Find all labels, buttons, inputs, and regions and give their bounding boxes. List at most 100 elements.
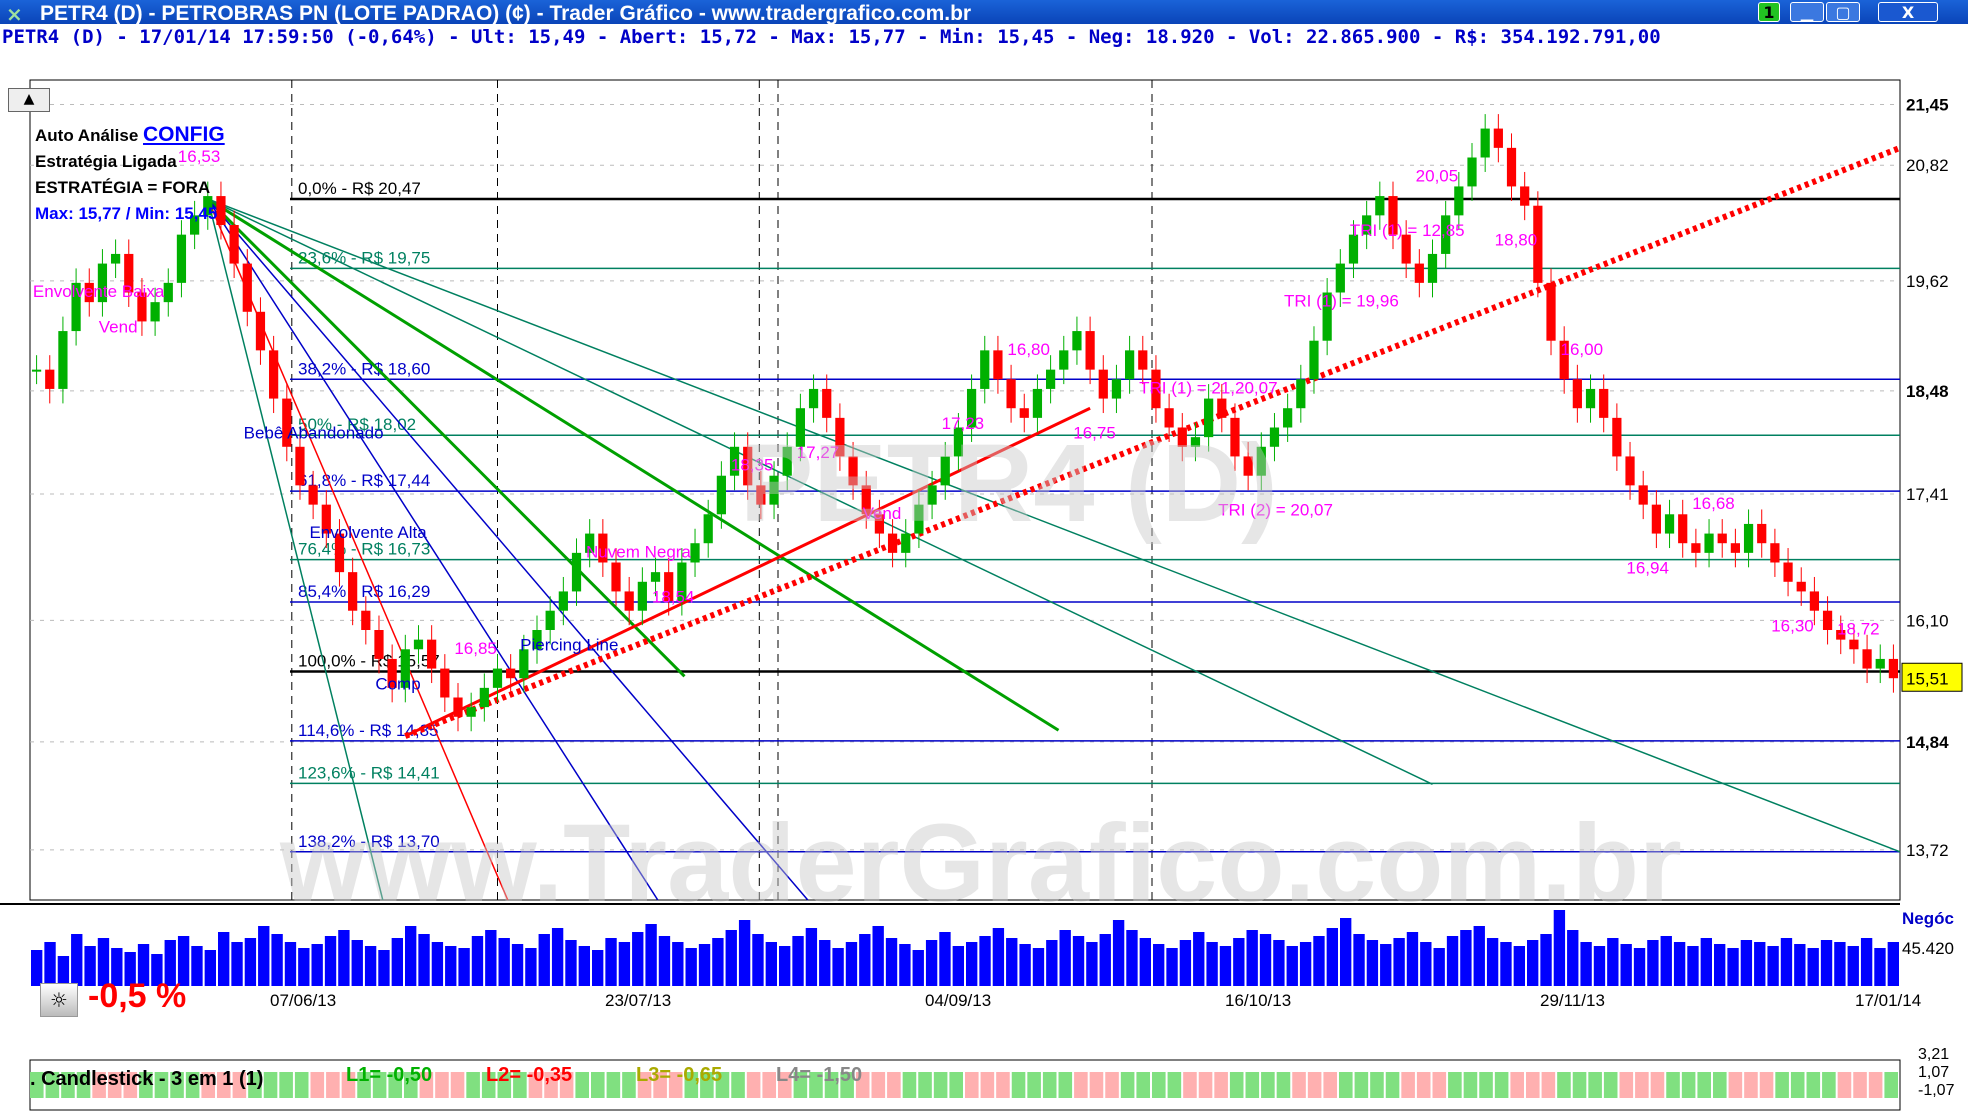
indicator-bar bbox=[1339, 1072, 1353, 1098]
volume-bar bbox=[618, 942, 631, 986]
candle-body bbox=[1822, 610, 1833, 630]
candle-body bbox=[703, 514, 713, 544]
indicator-bar bbox=[1323, 1072, 1337, 1098]
volume-bar bbox=[258, 926, 270, 986]
candle-body bbox=[1164, 408, 1174, 428]
candle-body bbox=[400, 649, 410, 688]
indicator-bar bbox=[388, 1072, 402, 1098]
indicator-bar bbox=[263, 1072, 278, 1098]
lamp-icon[interactable]: ☼ bbox=[40, 983, 78, 1017]
indicator-bar bbox=[1744, 1072, 1758, 1098]
indicator-bar bbox=[497, 1072, 512, 1098]
candle-body bbox=[743, 446, 753, 486]
volume-bar bbox=[311, 944, 323, 986]
candle-body bbox=[1204, 398, 1214, 438]
candle-body bbox=[901, 533, 911, 553]
candle-body bbox=[1217, 398, 1227, 418]
volume-bar bbox=[578, 946, 590, 986]
volume-bar bbox=[445, 946, 457, 986]
volume-bar bbox=[324, 936, 337, 986]
indicator-bar bbox=[1697, 1072, 1711, 1098]
volume-bar bbox=[698, 944, 711, 986]
indicator-bar bbox=[1089, 1072, 1104, 1098]
candle-body bbox=[1283, 408, 1293, 428]
volume-bar bbox=[1299, 942, 1312, 986]
candle-body bbox=[887, 533, 898, 553]
indicator-bar bbox=[840, 1072, 854, 1098]
volume-bar bbox=[1673, 942, 1686, 986]
performance-value: -0,5 % bbox=[88, 977, 187, 1015]
volume-bar bbox=[431, 942, 444, 986]
candle-body bbox=[874, 514, 885, 534]
volume-bars bbox=[31, 910, 1899, 986]
candle-body bbox=[664, 572, 674, 602]
volume-bar bbox=[31, 950, 43, 986]
candle-body bbox=[308, 485, 318, 505]
volume-bar bbox=[191, 946, 203, 986]
candle-body bbox=[1625, 456, 1635, 486]
window-badge-button[interactable]: 1 bbox=[1758, 2, 1780, 22]
volume-bar bbox=[1740, 940, 1753, 986]
collapse-panel-button[interactable]: ▲ bbox=[8, 88, 50, 112]
close-button[interactable]: X bbox=[1878, 2, 1938, 22]
pattern-annotation: TRI (1) = 21,20,07 bbox=[1139, 379, 1277, 398]
candle-body bbox=[1875, 658, 1885, 669]
last-price-label: 15,51 bbox=[1906, 669, 1949, 688]
volume-bar bbox=[805, 928, 818, 986]
price-tick-label: 13,72 bbox=[1906, 841, 1949, 860]
volume-bar bbox=[819, 940, 831, 986]
volume-bar bbox=[712, 938, 724, 986]
volume-bar bbox=[1700, 938, 1712, 986]
price-chart[interactable]: 21,45 20,82 19,62 18,48 17,41 16,10 14,84 13,72… bbox=[0, 48, 1968, 1113]
volume-bar bbox=[939, 932, 951, 986]
candle-body bbox=[1743, 523, 1754, 553]
indicator-bar bbox=[1058, 1072, 1073, 1098]
volume-bar bbox=[605, 938, 617, 986]
indicator-bar bbox=[1884, 1072, 1898, 1098]
volume-bar bbox=[1099, 934, 1111, 986]
volume-bar bbox=[111, 948, 123, 986]
volume-bar bbox=[1433, 948, 1445, 986]
config-link[interactable]: CONFIG bbox=[143, 123, 225, 146]
indicator-l2: L2= -0,35 bbox=[486, 1064, 573, 1086]
candle-body bbox=[1783, 562, 1793, 582]
indicator-bar bbox=[544, 1072, 558, 1098]
candle-body bbox=[598, 533, 608, 563]
candle-body bbox=[1098, 369, 1108, 399]
indicator-bar bbox=[1666, 1072, 1680, 1098]
volume-tick-label: 45.420 bbox=[1902, 939, 1954, 958]
volume-bar bbox=[1847, 946, 1859, 986]
pattern-annotation: 16,30 bbox=[1771, 616, 1814, 635]
candle-body bbox=[1085, 331, 1095, 370]
volume-bar bbox=[899, 944, 911, 986]
indicator-bar bbox=[731, 1072, 745, 1098]
volume-bar bbox=[1580, 942, 1592, 986]
volume-bar bbox=[1727, 948, 1739, 986]
volume-bar bbox=[1206, 942, 1218, 986]
volume-bar bbox=[71, 934, 83, 986]
candle-body bbox=[137, 292, 147, 322]
volume-bar bbox=[151, 954, 163, 986]
minimize-button[interactable]: ▁ bbox=[1790, 2, 1824, 22]
maximize-button[interactable]: ▢ bbox=[1826, 2, 1860, 22]
candle-body bbox=[1072, 331, 1082, 351]
candle-body bbox=[822, 388, 832, 418]
candle-body bbox=[650, 572, 661, 582]
indicator-bar bbox=[1572, 1072, 1587, 1098]
candle-body bbox=[282, 398, 292, 447]
candle-body bbox=[1322, 292, 1332, 341]
volume-bar bbox=[1780, 938, 1793, 986]
volume-bar bbox=[565, 940, 577, 986]
candle-body bbox=[1612, 417, 1622, 457]
title-bar[interactable]: ⨯ PETR4 (D) - PETROBRAS PN (LOTE PADRAO)… bbox=[0, 0, 1968, 26]
candle-body bbox=[1770, 543, 1780, 563]
candle-body bbox=[1375, 196, 1385, 216]
indicator-bar bbox=[372, 1072, 387, 1098]
indicator-bar bbox=[1027, 1072, 1041, 1098]
indicator-bar bbox=[107, 1072, 122, 1098]
indicator-name[interactable]: . Candlestick - 3 em 1 (1) bbox=[30, 1068, 264, 1090]
candle-body bbox=[163, 282, 173, 303]
volume-bar bbox=[1500, 942, 1512, 986]
price-tick-label: 20,82 bbox=[1906, 156, 1949, 175]
indicator-bar bbox=[902, 1072, 917, 1098]
